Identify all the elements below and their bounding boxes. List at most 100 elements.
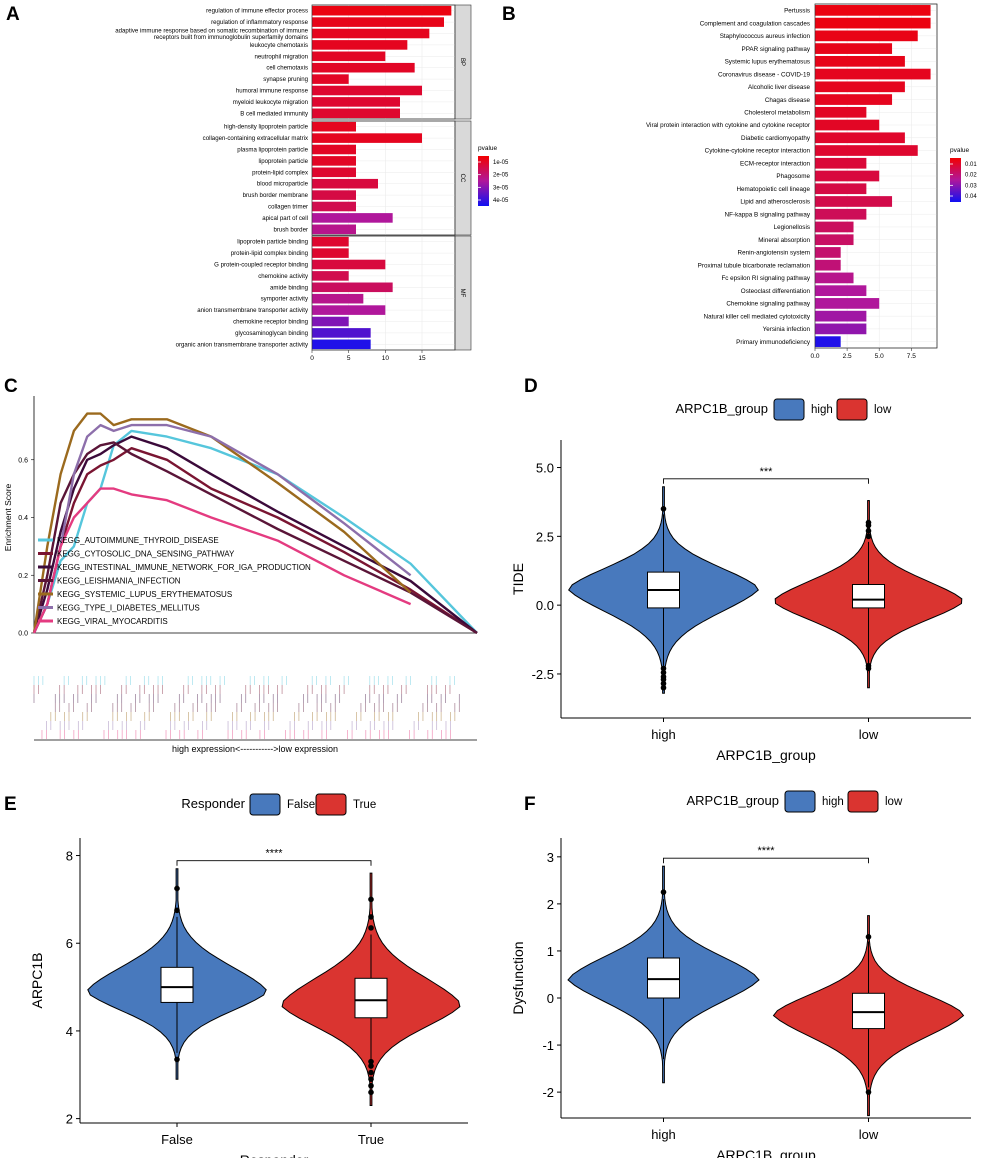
- bar: [815, 81, 905, 93]
- bar: [312, 144, 356, 155]
- plot-border: [814, 3, 938, 349]
- legend-label: high: [811, 404, 833, 416]
- bar: [815, 5, 931, 16]
- y-axis-label: TIDE: [510, 563, 526, 595]
- category-label: chemokine receptor binding: [233, 319, 308, 326]
- y-tick-label: 1: [547, 944, 554, 959]
- outlier-point: [865, 528, 872, 534]
- bar: [815, 247, 841, 258]
- category-label: Complement and coagulation cascades: [700, 20, 810, 27]
- category-label: Natural killer cell mediated cytotoxicit…: [704, 313, 811, 320]
- x-tick-label: 10: [382, 355, 390, 362]
- legend-title: pvalue: [478, 145, 498, 152]
- bar: [312, 339, 371, 350]
- category-label: neutrophil migration: [254, 53, 308, 60]
- facet-border: [311, 4, 456, 120]
- bar: [312, 74, 349, 84]
- category-label: brush border membrane: [243, 192, 309, 199]
- category-label: glycosaminoglycan binding: [235, 330, 308, 337]
- facet-strip-label: CC: [459, 174, 465, 183]
- x-tick-label: 5.0: [875, 353, 884, 360]
- outlier-point: [174, 1056, 180, 1063]
- box: [354, 977, 388, 1019]
- bar: [815, 170, 880, 182]
- category-label: G protein-coupled receptor binding: [214, 262, 308, 269]
- legend-title: ARPC1B_group: [676, 401, 769, 416]
- bar: [312, 293, 364, 304]
- legend-label: KEGG_VIRAL_MYOCARDITIS: [57, 617, 168, 626]
- tide-violin-plot: ARPC1B_group high low-2.50.02.55.0TIDEARPC…: [510, 398, 971, 763]
- category-label: humoral immune response: [236, 88, 309, 95]
- outlier-point: [368, 925, 374, 931]
- x-tick-label: 0: [310, 355, 314, 362]
- panel-label-d: D: [524, 376, 538, 397]
- bar: [815, 196, 893, 207]
- box: [647, 957, 680, 999]
- significance-label: ***: [760, 466, 774, 478]
- category-label: Cytokine-cytokine receptor interaction: [705, 148, 811, 155]
- outlier-point: [368, 1058, 374, 1065]
- category-label: Proximal tubule bicarbonate reclamation: [698, 262, 811, 269]
- panel-label-b: B: [502, 4, 516, 25]
- bar: [312, 97, 400, 107]
- bar: [312, 316, 349, 327]
- category-label: chemokine activity: [258, 273, 309, 280]
- category-label: Chagas disease: [765, 97, 811, 104]
- bar: [815, 157, 867, 169]
- outlier-point: [865, 533, 872, 540]
- legend-title: ARPC1B_group: [687, 793, 780, 808]
- gsea-enrichment-plot: 0.0 0.2 0.4 0.6 Enrichment Score KEGG_AUTOIMM…: [3, 396, 478, 754]
- bar: [312, 108, 400, 119]
- bar: [312, 305, 386, 315]
- bar: [312, 328, 371, 338]
- category-label: synapse pruning: [263, 76, 308, 83]
- outlier-point: [865, 934, 872, 940]
- legend-swatch: [836, 398, 868, 421]
- bar: [815, 132, 905, 144]
- bar: [312, 156, 356, 166]
- category-label: Alcoholic liver disease: [748, 84, 810, 91]
- x-tick-label: high: [651, 727, 676, 742]
- category-label: Legionellosis: [774, 224, 810, 231]
- category-label: anion transmembrane transporter activity: [197, 307, 309, 314]
- bar: [312, 224, 356, 235]
- category-label: B cell mediated immunity: [240, 110, 309, 117]
- bar: [312, 28, 430, 39]
- legend-label: 2e-05: [493, 173, 509, 179]
- category-label-line: adaptive immune response based on somati…: [115, 28, 308, 35]
- category-label: protein-lipid complex binding: [231, 250, 308, 257]
- legend-label: KEGG_AUTOIMMUNE_THYROID_DISEASE: [57, 536, 219, 545]
- bar: [815, 272, 854, 284]
- bar: [312, 248, 349, 258]
- legend-swatch: [847, 790, 879, 813]
- category-label: symporter activity: [261, 296, 309, 303]
- es-curve: [32, 441, 478, 635]
- category-label: Primary immunodeficiency: [736, 339, 811, 346]
- panel-label-a: A: [6, 4, 20, 25]
- category-label: Viral protein interaction with cytokine …: [646, 122, 810, 129]
- y-tick-label: 2: [66, 1112, 73, 1127]
- facet-border: [311, 120, 456, 236]
- category-label: high-density lipoprotein particle: [224, 124, 309, 131]
- category-label: plasma lipoprotein particle: [237, 147, 308, 154]
- bar: [815, 145, 918, 156]
- category-label: regulation of immune effector process: [206, 8, 308, 15]
- panel-label-f: F: [524, 794, 536, 815]
- legend-label: KEGG_TYPE_I_DIABETES_MELLITUS: [57, 604, 200, 613]
- legend-label: KEGG_SYSTEMIC_LUPUS_ERYTHEMATOSUS: [57, 590, 232, 599]
- legend-label: high: [822, 796, 844, 808]
- legend-label: 1e-05: [493, 160, 509, 166]
- significance-label: ****: [265, 848, 283, 860]
- y-tick-label: 0.2: [18, 573, 28, 580]
- x-axis-label: ARPC1B_group: [716, 1147, 816, 1158]
- category-label: collagen trimer: [268, 204, 308, 211]
- bar: [815, 55, 905, 67]
- bar: [312, 85, 422, 96]
- significance-bracket: [663, 857, 869, 864]
- legend-swatch: [773, 398, 805, 421]
- outlier-point: [660, 676, 667, 683]
- significance-label: ****: [757, 845, 775, 857]
- bar: [312, 201, 356, 212]
- outlier-point: [660, 680, 667, 687]
- outlier-point: [865, 1089, 872, 1095]
